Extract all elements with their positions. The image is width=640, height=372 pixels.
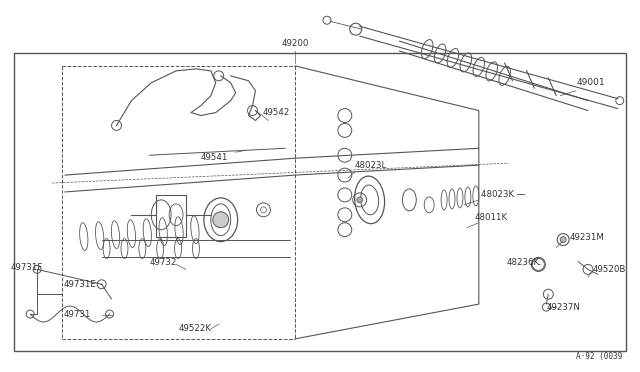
Text: A·92 (0039: A·92 (0039 bbox=[577, 352, 623, 361]
Bar bbox=[14, 53, 626, 351]
Text: 49732: 49732 bbox=[149, 258, 177, 267]
Text: 49731F: 49731F bbox=[10, 263, 43, 272]
Circle shape bbox=[560, 237, 566, 243]
Text: 49522K: 49522K bbox=[179, 324, 212, 333]
Text: 49200: 49200 bbox=[282, 39, 309, 48]
Text: 49520B: 49520B bbox=[593, 265, 627, 274]
Circle shape bbox=[356, 197, 363, 203]
Text: 49731: 49731 bbox=[64, 310, 92, 318]
Circle shape bbox=[213, 212, 228, 228]
Text: 49731E: 49731E bbox=[64, 280, 97, 289]
Text: 48236K: 48236K bbox=[507, 258, 540, 267]
Text: 49001: 49001 bbox=[576, 78, 605, 87]
Text: 49237N: 49237N bbox=[547, 302, 580, 312]
Text: 49231M: 49231M bbox=[569, 233, 604, 242]
Text: 49542: 49542 bbox=[262, 108, 290, 117]
Text: 48023L: 48023L bbox=[355, 161, 387, 170]
Bar bbox=[156, 195, 186, 237]
Text: 48023K —: 48023K — bbox=[481, 190, 525, 199]
Text: 49541: 49541 bbox=[201, 153, 228, 162]
Text: 48011K: 48011K bbox=[475, 213, 508, 222]
